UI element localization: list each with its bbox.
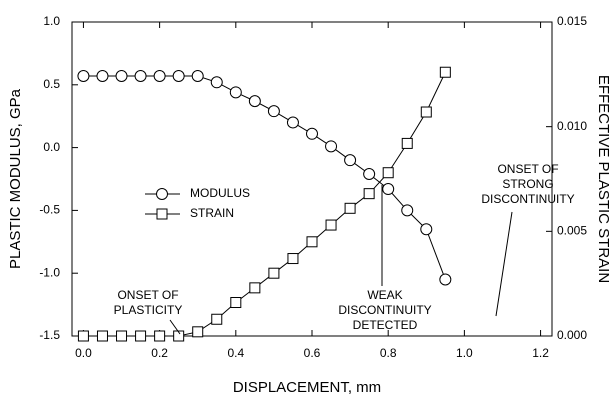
marker <box>401 137 413 149</box>
annotation: WEAK <box>367 288 402 302</box>
marker <box>382 167 394 179</box>
legend-marker <box>156 188 168 200</box>
marker <box>115 70 128 83</box>
annotation-pointer <box>495 211 513 317</box>
annotation: ONSET OF <box>117 288 178 302</box>
legend-label: MODULUS <box>190 186 250 200</box>
annotation: DISCONTINUITY <box>481 192 574 206</box>
legend-marker <box>156 208 168 220</box>
x-tick-label: 0.8 <box>380 346 397 360</box>
marker <box>268 267 280 279</box>
x-tick-label: 1.2 <box>532 346 549 360</box>
marker <box>325 140 338 153</box>
marker <box>211 313 223 325</box>
x-tick-label: 0.0 <box>75 346 92 360</box>
marker <box>363 188 375 200</box>
marker <box>210 76 223 89</box>
marker <box>191 70 204 83</box>
marker <box>363 167 376 180</box>
marker <box>229 86 242 99</box>
marker <box>325 219 337 231</box>
marker <box>153 70 166 83</box>
marker <box>230 297 242 309</box>
y-tick-label: 0.0 <box>43 140 60 154</box>
marker <box>306 236 318 248</box>
marker <box>173 330 185 342</box>
annotation: PLASTICITY <box>114 303 183 317</box>
x-axis-label: DISPLACEMENT, mm <box>233 379 381 396</box>
x-tick-label: 0.2 <box>151 346 168 360</box>
annotation-pointer <box>169 319 181 335</box>
y2-tick-label: 0.000 <box>557 328 587 342</box>
marker <box>344 202 356 214</box>
marker <box>439 66 451 78</box>
x-tick-label: 0.4 <box>227 346 244 360</box>
annotation: STRONG <box>502 177 553 191</box>
marker <box>420 106 432 118</box>
y2-tick-label: 0.010 <box>557 119 587 133</box>
marker <box>172 70 185 83</box>
marker <box>267 105 280 118</box>
marker <box>439 273 452 286</box>
x-tick-label: 1.0 <box>456 346 473 360</box>
marker <box>401 204 414 217</box>
annotation: DETECTED <box>353 318 418 332</box>
marker <box>96 330 108 342</box>
marker <box>192 326 204 338</box>
y2-axis-label: EFFECTIVE PLASTIC STRAIN <box>595 75 612 283</box>
marker <box>134 70 147 83</box>
marker <box>96 70 109 83</box>
y-tick-label: -1.0 <box>39 265 60 279</box>
marker <box>116 330 128 342</box>
y-tick-label: 1.0 <box>43 14 60 28</box>
marker <box>248 95 261 108</box>
y-tick-label: -0.5 <box>39 203 60 217</box>
marker <box>154 330 166 342</box>
marker <box>77 330 89 342</box>
y-tick-label: -1.5 <box>39 328 60 342</box>
annotation: ONSET OF <box>497 162 558 176</box>
y-tick-label: 0.5 <box>43 77 60 91</box>
marker <box>382 183 395 196</box>
annotation: DISCONTINUITY <box>338 303 431 317</box>
marker <box>344 154 357 167</box>
y2-tick-label: 0.005 <box>557 224 587 238</box>
x-tick-label: 0.6 <box>304 346 321 360</box>
legend-label: STRAIN <box>190 206 234 220</box>
marker <box>286 116 299 129</box>
marker <box>249 282 261 294</box>
marker <box>77 70 90 83</box>
marker <box>420 223 433 236</box>
y2-tick-label: 0.015 <box>557 14 587 28</box>
marker <box>287 253 299 265</box>
y-axis-label: PLASTIC MODULUS, GPa <box>7 88 24 269</box>
marker <box>306 127 318 140</box>
marker <box>135 330 147 342</box>
